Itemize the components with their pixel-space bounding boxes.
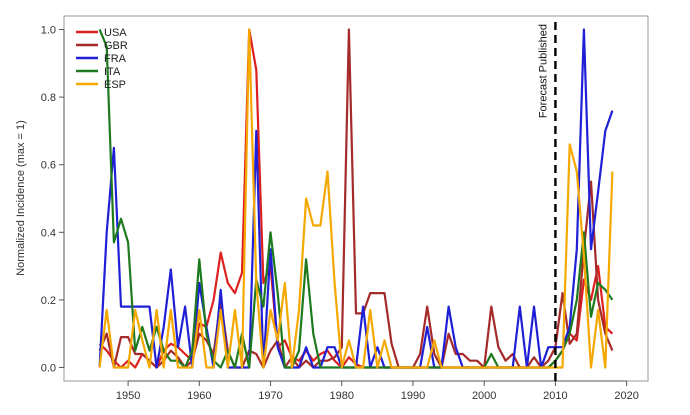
x-tick-label: 2010 bbox=[543, 390, 567, 402]
legend-label-usa: USA bbox=[104, 27, 127, 39]
x-tick-label: 1950 bbox=[116, 390, 140, 402]
forecast-published-label: Forecast Published bbox=[537, 24, 549, 118]
x-tick-label: 2020 bbox=[614, 390, 638, 402]
x-axis: 1950 1960 1970 1980 1990 2000 2010 2020 bbox=[116, 380, 639, 402]
y-axis: 0.0 0.2 0.4 0.6 0.8 1.0 bbox=[41, 25, 65, 374]
y-tick-label: 0.6 bbox=[41, 160, 56, 172]
forecast-annotation: Forecast Published bbox=[537, 22, 557, 381]
y-axis-title: Normalized Incidence (max = 1) bbox=[15, 120, 27, 276]
series-line-esp bbox=[98, 28, 614, 369]
x-tick-label: 1970 bbox=[258, 390, 282, 402]
x-tick-label: 2000 bbox=[472, 390, 496, 402]
y-tick-label: 0.4 bbox=[41, 227, 56, 239]
legend-label-gbr: GBR bbox=[104, 40, 128, 52]
x-tick-label: 1980 bbox=[330, 390, 354, 402]
legend-label-ita: ITA bbox=[104, 66, 121, 78]
y-tick-label: 0.0 bbox=[41, 362, 56, 374]
x-tick-label: 1960 bbox=[187, 390, 211, 402]
series-line-fra bbox=[98, 28, 614, 369]
legend-label-fra: FRA bbox=[104, 53, 127, 65]
y-tick-label: 0.2 bbox=[41, 295, 56, 307]
legend-label-esp: ESP bbox=[104, 79, 126, 91]
y-tick-label: 0.8 bbox=[41, 92, 56, 104]
series-layer bbox=[98, 28, 614, 369]
y-tick-label: 1.0 bbox=[41, 25, 56, 37]
x-tick-label: 1990 bbox=[401, 390, 425, 402]
